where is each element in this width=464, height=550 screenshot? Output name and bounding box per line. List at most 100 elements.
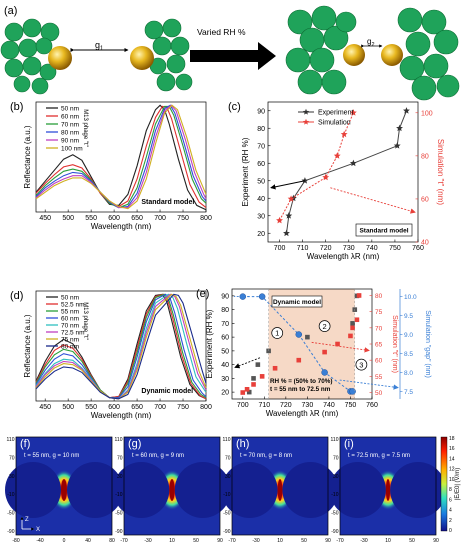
series-line-60nm bbox=[35, 293, 207, 399]
green-particle bbox=[285, 47, 311, 73]
y-tick-label: 60 bbox=[221, 335, 229, 342]
simulation-t-point bbox=[356, 293, 362, 298]
green-particle bbox=[287, 9, 313, 35]
x-tick-label: 550 bbox=[85, 215, 97, 222]
x-tick-label: 800 bbox=[200, 215, 212, 222]
colorbar-tick-label: 10 bbox=[449, 477, 455, 483]
x-tick-label: 90 bbox=[325, 538, 331, 544]
y-tick-label: -10 bbox=[115, 492, 122, 498]
y-tick-label: 80 bbox=[221, 307, 229, 314]
simulation-point bbox=[276, 216, 283, 224]
x-tick-label: 10 bbox=[169, 538, 175, 544]
panel-label: (g) bbox=[128, 438, 141, 450]
y-tick-label: -10 bbox=[7, 492, 14, 498]
x-tick-label: 720 bbox=[320, 245, 332, 252]
y3-tick-label: 10.0 bbox=[404, 294, 417, 301]
panel-a-schematic: (a) g1 Varied RH % g2 bbox=[0, 5, 460, 101]
legend-marker bbox=[302, 108, 310, 115]
panel-label: (c) bbox=[228, 101, 241, 113]
simulation-t-point bbox=[240, 390, 246, 395]
x-axis-title: Wavelength λR (nm) bbox=[307, 252, 380, 261]
green-particle bbox=[175, 73, 193, 91]
simulation-gap-point bbox=[321, 369, 328, 376]
x-tick-label: 90 bbox=[217, 538, 223, 544]
series-line-50nm bbox=[35, 293, 207, 400]
x-tick-label: 50 bbox=[409, 538, 415, 544]
legend-label: 100 nm bbox=[61, 146, 83, 153]
green-particle bbox=[22, 18, 42, 38]
y-tick-label: 90 bbox=[221, 293, 229, 300]
green-particle bbox=[436, 74, 460, 98]
x-tick-label: 740 bbox=[323, 402, 335, 409]
y2-tick-label: 50 bbox=[375, 390, 383, 397]
field-map-frame bbox=[339, 436, 437, 536]
transition-arrow-label: Varied RH % bbox=[197, 27, 246, 37]
x-tick-label: 40 bbox=[85, 538, 91, 544]
simulation-point bbox=[349, 109, 357, 116]
simulation-gap-point bbox=[295, 331, 303, 338]
x-tick-label: 550 bbox=[85, 404, 97, 411]
series-line-50nm bbox=[35, 104, 207, 211]
legend-label: 70 nm bbox=[61, 122, 79, 129]
field-map-frame bbox=[15, 436, 113, 536]
axis-x-label: X bbox=[36, 527, 40, 533]
y2-axis-title: Simulation "t" (nm) bbox=[436, 139, 445, 205]
region-marker bbox=[355, 358, 368, 371]
region-label: 3 bbox=[359, 360, 363, 369]
x-tick-label: 730 bbox=[343, 245, 355, 252]
y-tick-label: -90 bbox=[223, 529, 230, 535]
simulation-gap-point bbox=[258, 293, 266, 300]
x-tick-label: 750 bbox=[389, 245, 401, 252]
y2-tick-label: 75 bbox=[375, 309, 383, 316]
x-tick-label: 740 bbox=[366, 245, 378, 252]
hotspot-core bbox=[61, 479, 67, 501]
model-note: Standard model bbox=[359, 228, 408, 235]
experiment-point bbox=[403, 107, 410, 114]
green-particle bbox=[22, 56, 42, 76]
y-tick-label: 30 bbox=[221, 376, 229, 383]
gap-g2-label: g2 bbox=[367, 37, 375, 48]
hotspot-core bbox=[277, 479, 283, 501]
colorbar-tick-label: 0 bbox=[449, 528, 452, 534]
y-tick-label: 80 bbox=[257, 126, 265, 133]
y2-axis-title: Simulation "t" (nm) bbox=[391, 315, 398, 373]
simulation-gap-point bbox=[239, 293, 247, 300]
y-tick-label: 30 bbox=[257, 213, 265, 220]
green-particle bbox=[397, 7, 423, 33]
legend-title: M13 phage "t" bbox=[82, 302, 88, 340]
y-tick-label: 40 bbox=[221, 362, 229, 369]
x-tick-label: -70 bbox=[336, 538, 343, 544]
x-tick-label: 0 bbox=[63, 538, 66, 544]
colorbar-tick-label: 18 bbox=[449, 436, 455, 442]
field-map-panel: (f) t = 55 nm, g = 10 nm -80 -40 0 40 80 110 70 3… bbox=[5, 436, 123, 544]
green-particle bbox=[170, 36, 190, 56]
region-label: 2 bbox=[323, 322, 327, 331]
x-tick-label: 700 bbox=[237, 402, 249, 409]
x-tick-label: 760 bbox=[366, 402, 378, 409]
legend-label: 52.5 nm bbox=[61, 302, 85, 309]
hotspot-core bbox=[169, 479, 175, 501]
gold-nanoparticle-right-after bbox=[381, 44, 403, 66]
y3-tick-label: 8.5 bbox=[404, 351, 413, 358]
particle-right bbox=[67, 462, 123, 518]
green-particle bbox=[321, 69, 347, 95]
y3-tick-label: 8.0 bbox=[404, 370, 413, 377]
x-tick-label: 750 bbox=[177, 404, 189, 411]
colorbar-tick-label: 16 bbox=[449, 446, 455, 452]
pointer-arrow-blue bbox=[339, 379, 399, 390]
particle-left bbox=[113, 462, 170, 518]
model-note: Dynamic model bbox=[273, 299, 321, 306]
x-tick-label: 10 bbox=[277, 538, 283, 544]
y-tick-label: 110 bbox=[7, 437, 15, 443]
x-tick-label: 90 bbox=[433, 538, 439, 544]
panel-label: (e) bbox=[196, 288, 209, 300]
x-tick-label: -30 bbox=[360, 538, 367, 544]
field-map-caption: t = 72.5 nm, g = 7.5 nm bbox=[348, 453, 410, 459]
simulation-gap-point bbox=[349, 388, 356, 395]
simulation-t-point bbox=[296, 357, 302, 363]
field-map-panel: (g) t = 60 nm, g = 9 nm -70 -30 10 50 90 110 70 3… bbox=[113, 436, 231, 544]
experiment-point bbox=[393, 142, 401, 149]
y2-tick-label: 70 bbox=[375, 325, 383, 332]
series-line-75nm bbox=[35, 293, 207, 400]
green-particle bbox=[18, 38, 38, 58]
